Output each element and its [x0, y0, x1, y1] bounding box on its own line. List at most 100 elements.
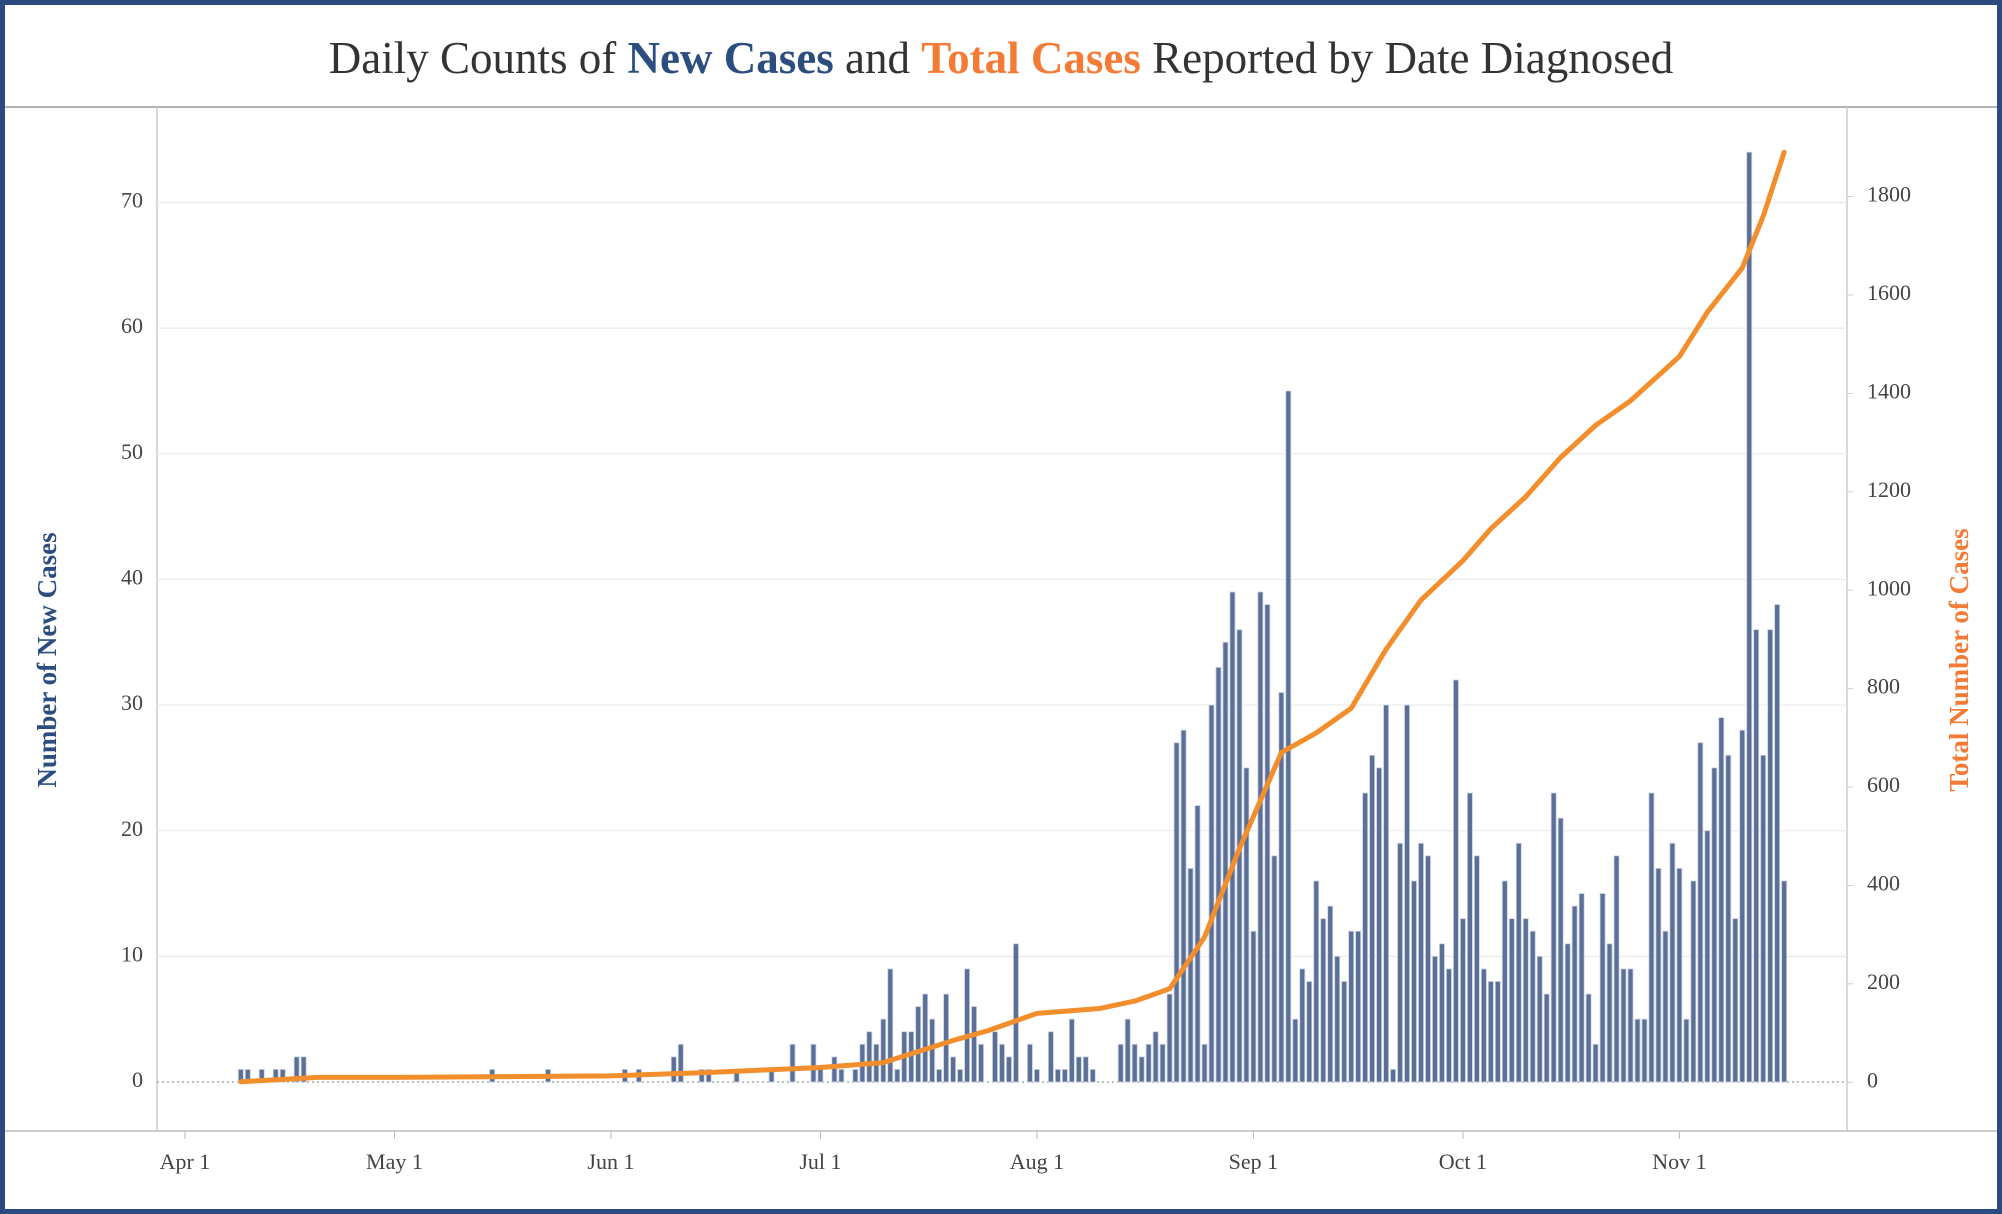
- bar: [943, 993, 950, 1083]
- bar: [1362, 792, 1369, 1083]
- bar: [1739, 729, 1746, 1083]
- bar: [1278, 692, 1285, 1083]
- bar: [1711, 767, 1718, 1083]
- y-tick-label: 50: [121, 439, 143, 464]
- bar: [1746, 151, 1753, 1083]
- bar: [1117, 1043, 1124, 1083]
- bar: [852, 1069, 859, 1083]
- bar: [698, 1069, 705, 1083]
- bar: [1606, 943, 1613, 1083]
- bar: [1557, 817, 1564, 1083]
- bar: [1208, 704, 1215, 1083]
- bar: [670, 1056, 677, 1083]
- bar: [1620, 968, 1627, 1083]
- bar: [1781, 880, 1788, 1083]
- bar: [1634, 1018, 1641, 1083]
- title-text: Daily Counts of: [328, 33, 617, 83]
- bar: [1411, 880, 1417, 1083]
- bar: [677, 1043, 684, 1083]
- bar: [1683, 1018, 1690, 1083]
- bar: [1313, 880, 1320, 1083]
- bar: [1006, 1056, 1012, 1083]
- bar: [705, 1069, 712, 1083]
- bar: [1564, 943, 1571, 1083]
- bar: [1578, 893, 1585, 1083]
- bar: [1034, 1069, 1040, 1083]
- bar: [1152, 1031, 1159, 1083]
- bar: [894, 1069, 901, 1083]
- y2-axis-title: Total Number of Cases: [1944, 528, 1974, 791]
- bar: [1439, 943, 1445, 1083]
- y-tick-label: 30: [121, 690, 143, 715]
- bar: [1774, 604, 1781, 1083]
- bar: [866, 1031, 873, 1083]
- bar: [880, 1018, 887, 1083]
- bar: [1446, 968, 1452, 1083]
- y-axis-title: Number of New Cases: [32, 532, 62, 787]
- bar: [1732, 918, 1739, 1083]
- bar: [1383, 704, 1390, 1083]
- bar: [1124, 1018, 1131, 1083]
- bar: [1180, 729, 1187, 1083]
- legend-entry: New Cases: [627, 33, 834, 83]
- bar: [1599, 893, 1606, 1083]
- y2-tick-label: 1800: [1867, 182, 1911, 207]
- bar: [1473, 855, 1480, 1083]
- bar: [887, 968, 894, 1083]
- bar: [964, 968, 970, 1083]
- bar: [957, 1069, 964, 1083]
- y-tick-label: 70: [121, 188, 143, 213]
- bar: [1145, 1043, 1152, 1083]
- bar: [1215, 666, 1222, 1083]
- bar: [1718, 717, 1725, 1083]
- bar: [929, 1018, 936, 1083]
- bar: [1243, 767, 1250, 1083]
- bar: [293, 1056, 300, 1083]
- bar: [1229, 591, 1236, 1083]
- y2-tick-label: 1200: [1867, 477, 1911, 502]
- bar: [1536, 955, 1543, 1083]
- y-tick-label: 20: [121, 816, 143, 841]
- bar: [1487, 981, 1494, 1083]
- bar: [1054, 1069, 1061, 1083]
- y2-tick-label: 0: [1867, 1067, 1878, 1092]
- x-tick-label: May 1: [366, 1149, 423, 1174]
- bar: [1508, 918, 1515, 1083]
- bar: [1327, 905, 1334, 1083]
- bar: [922, 993, 929, 1083]
- bar: [1592, 1043, 1599, 1083]
- x-tick-label: Jul 1: [799, 1149, 841, 1174]
- bar: [1550, 792, 1557, 1083]
- bar: [1543, 993, 1550, 1083]
- bar: [999, 1043, 1005, 1083]
- bar: [950, 1056, 957, 1083]
- bar: [915, 1006, 922, 1083]
- bar: [1515, 842, 1522, 1083]
- y-tick-label: 10: [121, 941, 143, 966]
- bar: [1669, 842, 1676, 1083]
- bar: [300, 1056, 307, 1083]
- bar: [936, 1069, 943, 1083]
- bar: [1257, 591, 1264, 1083]
- y2-tick-label: 1400: [1867, 378, 1911, 403]
- bar: [1222, 641, 1229, 1083]
- bar: [1082, 1056, 1089, 1083]
- bar: [1522, 918, 1529, 1083]
- bar: [1418, 842, 1424, 1083]
- bar: [1690, 880, 1697, 1083]
- bar: [1571, 905, 1578, 1083]
- bar: [1627, 968, 1634, 1083]
- bar: [1662, 930, 1669, 1083]
- x-tick-label: Nov 1: [1652, 1149, 1706, 1174]
- bar: [1453, 679, 1459, 1083]
- bar: [1585, 993, 1592, 1083]
- y2-tick-label: 1600: [1867, 280, 1911, 305]
- bar: [1173, 742, 1180, 1083]
- bar: [992, 1031, 998, 1083]
- bar: [1676, 868, 1683, 1083]
- bar: [789, 1043, 796, 1083]
- bar: [1480, 968, 1487, 1083]
- bar: [1397, 842, 1403, 1083]
- bar: [1299, 968, 1306, 1083]
